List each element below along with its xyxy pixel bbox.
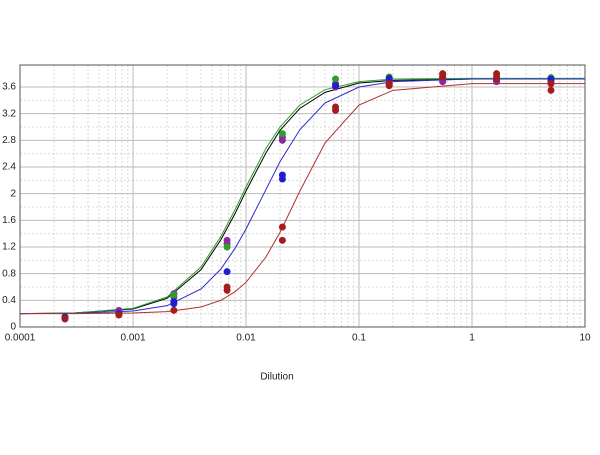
data-point xyxy=(170,300,178,308)
data-point xyxy=(332,75,340,83)
data-point xyxy=(547,80,555,88)
fit-curve xyxy=(19,78,585,315)
data-point xyxy=(170,291,178,299)
fit-curve xyxy=(19,77,585,315)
data-point xyxy=(115,311,123,319)
data-point xyxy=(61,314,69,322)
y-tick-label: 3.2 xyxy=(2,108,16,119)
data-point xyxy=(332,106,340,114)
x-tick-label: 0.01 xyxy=(236,333,256,344)
data-point xyxy=(278,236,286,244)
y-tick-label: 1.6 xyxy=(2,215,16,226)
x-axis-label: Dilution xyxy=(260,372,293,383)
data-point xyxy=(385,82,393,90)
data-point xyxy=(332,82,340,90)
y-tick-label: 0.4 xyxy=(2,295,16,306)
y-tick-label: 1.2 xyxy=(2,242,16,253)
data-point xyxy=(439,73,447,81)
data-point xyxy=(278,136,286,144)
x-tick-label: 10 xyxy=(579,333,591,344)
x-tick-label: 1 xyxy=(469,333,475,344)
data-point xyxy=(278,175,286,183)
data-point xyxy=(223,268,231,276)
plot-frame xyxy=(19,64,586,328)
x-tick-label: 0.001 xyxy=(120,333,145,344)
y-tick-label: 2.8 xyxy=(2,135,16,146)
y-tick-label: 2.4 xyxy=(2,162,16,173)
data-point xyxy=(493,75,501,83)
y-tick-label: 0.8 xyxy=(2,268,16,279)
data-point xyxy=(170,306,178,314)
y-tick-label: 0 xyxy=(10,322,16,333)
y-tick-label: 2 xyxy=(10,188,16,199)
data-point xyxy=(223,243,231,251)
data-point xyxy=(547,86,555,94)
fit-curve xyxy=(20,83,585,315)
data-point xyxy=(278,130,286,138)
y-tick-label: 3.6 xyxy=(2,82,16,93)
data-point xyxy=(385,74,393,82)
fit-curve xyxy=(19,78,585,315)
data-point xyxy=(278,223,286,231)
x-tick-label: 0.0001 xyxy=(5,333,36,344)
x-tick-label: 0.1 xyxy=(352,333,366,344)
data-point xyxy=(223,283,231,291)
data-point xyxy=(493,70,501,78)
